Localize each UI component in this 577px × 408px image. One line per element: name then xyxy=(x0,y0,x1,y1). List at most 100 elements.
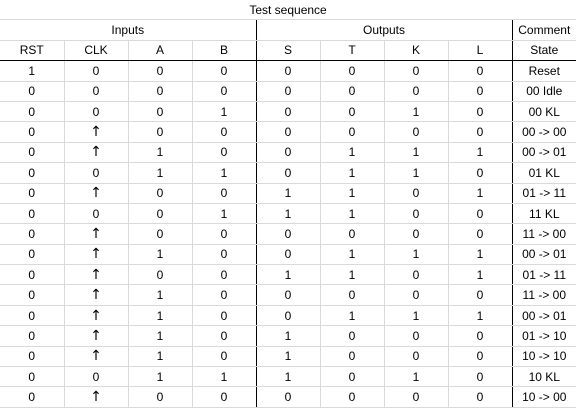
cell-clk: ↑ xyxy=(64,223,129,245)
cell-a: 0 xyxy=(128,223,193,245)
cell-k: 0 xyxy=(384,284,449,306)
cell-b: 1 xyxy=(192,162,257,184)
table-row: 0 0 0 0 0 0 0 0 00 Idle xyxy=(0,81,577,102)
cell-t: 1 xyxy=(320,183,385,204)
cell-t: 1 xyxy=(320,305,385,327)
column-header-a: A xyxy=(128,40,193,62)
table-row: 0 ↑ 1 0 0 1 1 1 00 -> 01 xyxy=(0,244,577,266)
cell-t: 1 xyxy=(320,244,385,266)
cell-l: 0 xyxy=(448,60,513,82)
cell-a: 0 xyxy=(128,386,193,408)
cell-rst: 0 xyxy=(0,183,65,204)
cell-l: 0 xyxy=(448,325,513,347)
cell-state: 11 -> 00 xyxy=(512,223,577,245)
cell-b: 0 xyxy=(192,325,257,347)
cell-s: 0 xyxy=(256,101,321,123)
cell-k: 0 xyxy=(384,325,449,347)
cell-t: 0 xyxy=(320,284,385,306)
cell-s: 1 xyxy=(256,325,321,347)
cell-rst: 0 xyxy=(0,81,65,102)
cell-a: 1 xyxy=(128,346,193,368)
cell-l: 0 xyxy=(448,284,513,306)
table-row: 0 0 1 1 1 0 1 0 10 KL xyxy=(0,366,577,388)
table-row: 0 ↑ 0 0 0 0 0 0 00 -> 00 xyxy=(0,121,577,143)
table-row: 0 ↑ 0 0 1 1 0 1 01 -> 11 xyxy=(0,183,577,204)
cell-t: 1 xyxy=(320,142,385,164)
cell-a: 1 xyxy=(128,325,193,347)
cell-t: 0 xyxy=(320,60,385,82)
table-row: 0 ↑ 1 0 0 1 1 1 00 -> 01 xyxy=(0,142,577,164)
cell-s: 0 xyxy=(256,223,321,245)
cell-rst: 0 xyxy=(0,223,65,245)
cell-clk: 0 xyxy=(64,101,129,123)
cell-state: 11 KL xyxy=(512,203,577,225)
cell-rst: 0 xyxy=(0,386,65,408)
cell-clk: ↑ xyxy=(64,346,129,368)
cell-k: 0 xyxy=(384,183,449,204)
cell-l: 0 xyxy=(448,203,513,225)
cell-state: 00 Idle xyxy=(512,81,577,102)
outputs-group-header: Outputs xyxy=(256,19,513,41)
cell-clk: 0 xyxy=(64,366,129,388)
column-header-s: S xyxy=(256,40,321,62)
cell-state: 11 -> 00 xyxy=(512,284,577,306)
inputs-group-header: Inputs xyxy=(0,19,257,41)
cell-clk: ↑ xyxy=(64,264,129,286)
cell-a: 0 xyxy=(128,183,193,204)
cell-k: 1 xyxy=(384,101,449,123)
cell-b: 1 xyxy=(192,366,257,388)
cell-a: 1 xyxy=(128,305,193,327)
cell-l: 1 xyxy=(448,142,513,164)
cell-rst: 0 xyxy=(0,244,65,266)
cell-a: 1 xyxy=(128,142,193,164)
column-header-k: K xyxy=(384,40,449,62)
cell-b: 0 xyxy=(192,305,257,327)
cell-l: 0 xyxy=(448,223,513,245)
cell-clk: ↑ xyxy=(64,325,129,347)
cell-t: 0 xyxy=(320,386,385,408)
cell-k: 0 xyxy=(384,203,449,225)
cell-rst: 0 xyxy=(0,284,65,306)
cell-t: 0 xyxy=(320,366,385,388)
table-row: 0 ↑ 1 0 0 1 1 1 00 -> 01 xyxy=(0,305,577,327)
cell-t: 0 xyxy=(320,101,385,123)
cell-clk: ↑ xyxy=(64,244,129,266)
cell-clk: ↑ xyxy=(64,183,129,204)
cell-s: 0 xyxy=(256,121,321,143)
cell-state: 10 -> 10 xyxy=(512,346,577,368)
comment-group-header: Comment xyxy=(512,19,577,41)
cell-rst: 0 xyxy=(0,203,65,225)
cell-b: 0 xyxy=(192,264,257,286)
cell-state: 01 -> 11 xyxy=(512,264,577,286)
cell-b: 0 xyxy=(192,183,257,204)
cell-l: 0 xyxy=(448,366,513,388)
cell-state: 00 -> 01 xyxy=(512,244,577,266)
cell-a: 1 xyxy=(128,162,193,184)
cell-clk: 0 xyxy=(64,81,129,102)
cell-k: 1 xyxy=(384,366,449,388)
table-row: 0 0 0 1 1 1 0 0 11 KL xyxy=(0,203,577,225)
cell-k: 0 xyxy=(384,346,449,368)
cell-k: 1 xyxy=(384,244,449,266)
cell-a: 0 xyxy=(128,121,193,143)
column-header-state: State xyxy=(512,40,577,62)
cell-state: 00 KL xyxy=(512,101,577,123)
cell-t: 1 xyxy=(320,162,385,184)
column-header-b: B xyxy=(192,40,257,62)
cell-state: 00 -> 01 xyxy=(512,142,577,164)
cell-s: 0 xyxy=(256,244,321,266)
cell-clk: ↑ xyxy=(64,284,129,306)
cell-b: 0 xyxy=(192,223,257,245)
cell-k: 0 xyxy=(384,386,449,408)
cell-l: 1 xyxy=(448,183,513,204)
table-title: Test sequence xyxy=(0,0,577,21)
cell-t: 1 xyxy=(320,203,385,225)
cell-state: 01 KL xyxy=(512,162,577,184)
table-row: 0 0 1 1 0 1 1 0 01 KL xyxy=(0,162,577,184)
cell-l: 0 xyxy=(448,81,513,102)
cell-rst: 0 xyxy=(0,162,65,184)
cell-b: 0 xyxy=(192,244,257,266)
table-row: 0 0 0 1 0 0 1 0 00 KL xyxy=(0,101,577,123)
cell-s: 0 xyxy=(256,81,321,102)
cell-a: 0 xyxy=(128,203,193,225)
